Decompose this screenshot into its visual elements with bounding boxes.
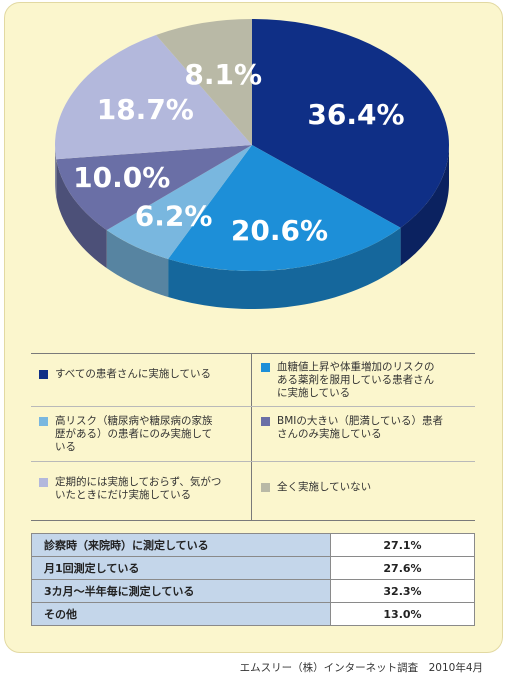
legend-label-line: 歴がある）の患者にのみ実施して xyxy=(55,428,213,440)
legend-divider xyxy=(251,354,252,520)
legend-label-line: に実施している xyxy=(277,387,351,399)
legend-label-line: すべての患者さんに実施している xyxy=(55,368,212,380)
legend-swatch xyxy=(39,417,48,426)
table-row: 3カ月〜半年毎に測定している 32.3% xyxy=(31,579,475,603)
legend-swatch xyxy=(261,483,270,492)
pie-label-5: 8.1% xyxy=(184,58,262,91)
row-value: 27.1% xyxy=(330,533,475,557)
legend-rule xyxy=(31,461,475,462)
legend-label-line: 高リスク（糖尿病や糖尿病の家族 xyxy=(55,415,213,427)
legend-swatch xyxy=(261,363,270,372)
pie-slice-2 xyxy=(106,145,253,260)
pie-label-3: 10.0% xyxy=(73,161,170,194)
legend: すべての患者さんに実施している 血糖値上昇や体重増加のリスクの ある薬剤を服用して… xyxy=(31,353,475,521)
table-row: 月1回測定している 27.6% xyxy=(31,556,475,580)
legend-label-line: いる xyxy=(55,441,76,453)
legend-label-line: ある薬剤を服用している患者さん xyxy=(277,374,435,386)
table-row: 診察時（来院時）に測定している 27.1% xyxy=(31,533,475,557)
legend-label-line: 定期的には実施しておらず、気がつ xyxy=(55,476,222,488)
row-label: 診察時（来院時）に測定している xyxy=(31,533,331,557)
pie-slice-0 xyxy=(252,19,450,228)
legend-label-line: 血糖値上昇や体重増加のリスクの xyxy=(277,361,435,373)
pie-side-2 xyxy=(106,230,169,298)
source-note: エムスリー（株）インターネット調査 2010年4月 xyxy=(239,662,483,674)
pie-slice-1 xyxy=(168,145,401,272)
pie-label-2: 6.2% xyxy=(135,200,213,233)
pie-label-4: 18.7% xyxy=(97,93,194,126)
pie-slice-5 xyxy=(156,19,252,145)
legend-label: 定期的には実施しておらず、気がつ いたときにだけ実施している xyxy=(55,476,221,502)
measurement-table: 診察時（来院時）に測定している 27.1% 月1回測定している 27.6% 3カ… xyxy=(31,533,475,626)
pie-slice-4 xyxy=(55,34,252,160)
legend-label-line: BMIの大きい（肥満している）患者 xyxy=(277,415,444,427)
legend-label-line: さんのみ実施している xyxy=(277,428,382,440)
legend-label-line: 全く実施していない xyxy=(277,481,372,493)
pie-side-3 xyxy=(56,159,107,269)
pie-chart: 36.4% 20.6% 6.2% 10.0% 18.7%8.1% xyxy=(55,19,450,309)
pie-label-1: 20.6% xyxy=(231,214,328,247)
legend-swatch xyxy=(261,417,270,426)
legend-label-line: いたときにだけ実施している xyxy=(55,489,192,501)
legend-swatch xyxy=(39,370,48,379)
legend-swatch xyxy=(39,478,48,487)
row-value: 13.0% xyxy=(330,602,475,626)
row-label: その他 xyxy=(31,602,331,626)
row-value: 32.3% xyxy=(330,579,475,603)
pie-slice-3 xyxy=(56,145,253,231)
pie-side-4 xyxy=(55,145,57,198)
legend-label: BMIの大きい（肥満している）患者 さんのみ実施している xyxy=(277,415,443,441)
pie-side-1 xyxy=(168,227,401,309)
row-label: 3カ月〜半年毎に測定している xyxy=(31,579,331,603)
legend-label: 高リスク（糖尿病や糖尿病の家族 歴がある）の患者にのみ実施して いる xyxy=(55,415,213,454)
pie-sides xyxy=(55,145,449,309)
row-label: 月1回測定している xyxy=(31,556,331,580)
pie-slices xyxy=(55,19,450,272)
table-row: その他 13.0% xyxy=(31,602,475,626)
row-value: 27.6% xyxy=(330,556,475,580)
legend-rule xyxy=(31,406,475,407)
pie-side-0 xyxy=(400,145,449,266)
legend-label: すべての患者さんに実施している xyxy=(55,368,211,381)
legend-label: 血糖値上昇や体重増加のリスクの ある薬剤を服用している患者さん に実施している xyxy=(277,361,435,400)
pie-label-0: 36.4% xyxy=(307,98,404,131)
legend-label: 全く実施していない xyxy=(277,481,371,494)
